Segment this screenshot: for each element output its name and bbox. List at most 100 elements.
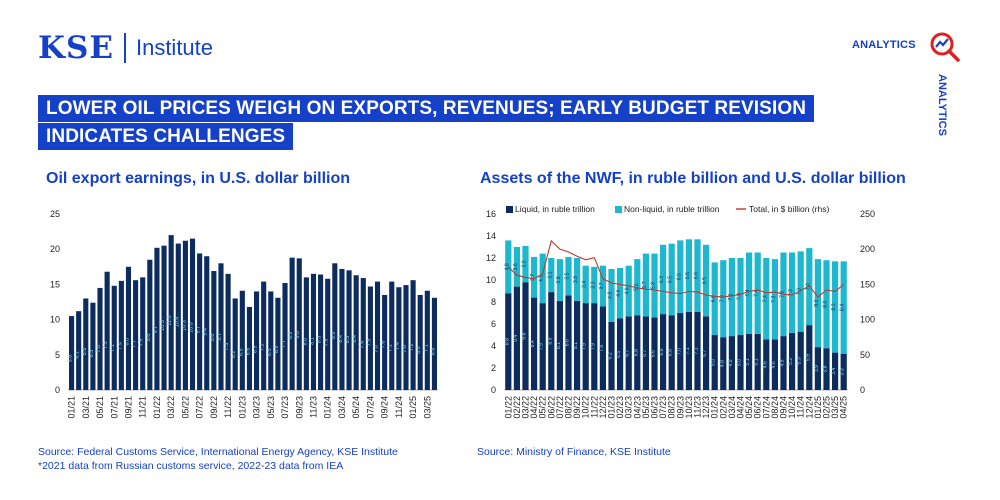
liquid-value-label: 6.8 bbox=[668, 349, 674, 356]
bar-value-label: 8.9 bbox=[331, 332, 337, 340]
legend-liquid-swatch bbox=[506, 206, 513, 213]
liquid-value-label: 6.7 bbox=[642, 349, 648, 356]
liquid-value-label: 6.5 bbox=[616, 351, 622, 358]
left-chart-title: Oil export earnings, in U.S. dollar bill… bbox=[46, 170, 351, 187]
left-data-note: *2021 data from Russian customs service,… bbox=[38, 460, 344, 472]
nonliquid-value-label: 7.4 bbox=[754, 289, 760, 296]
bar-value-label: 8.4 bbox=[338, 335, 344, 343]
logo-divider bbox=[123, 33, 126, 63]
nonliquid-bar-05/24 bbox=[746, 252, 753, 334]
x-tick-label: 03/25 bbox=[422, 396, 432, 419]
liquid-value-label: 6.7 bbox=[625, 349, 631, 356]
bar-value-label: 6.8 bbox=[416, 346, 422, 354]
bar-07/23 bbox=[282, 282, 288, 390]
bar-value-label: 6.6 bbox=[245, 348, 251, 356]
liquid-value-label: 4.9 bbox=[780, 359, 786, 366]
liquid-value-label: 6.2 bbox=[608, 352, 614, 359]
nonliquid-value-label: 3.4 bbox=[582, 281, 588, 288]
bar-value-label: 7.0 bbox=[96, 345, 102, 353]
nonliquid-bar-04/22 bbox=[531, 256, 538, 298]
nonliquid-value-label: 3.6 bbox=[513, 263, 519, 270]
bar-10/22 bbox=[218, 263, 224, 390]
bar-value-label: 8.4 bbox=[352, 335, 358, 343]
bar-value-label: 6.3 bbox=[89, 350, 95, 358]
bar-09/24 bbox=[382, 294, 388, 390]
bar-value-label: 10.0 bbox=[189, 322, 195, 333]
nonliquid-bar-02/24 bbox=[720, 260, 727, 338]
nonliquid-bar-03/23 bbox=[625, 265, 632, 317]
liquid-bar-08/23 bbox=[668, 315, 675, 390]
bar-03/24 bbox=[339, 268, 345, 390]
bar-value-label: 10.3 bbox=[160, 320, 166, 331]
nonliquid-value-label: 3.7 bbox=[530, 274, 536, 281]
nonliquid-value-label: 6.6 bbox=[711, 295, 717, 302]
bar-value-label: 7.0 bbox=[402, 345, 408, 353]
bar-value-label: 6.9 bbox=[274, 346, 280, 354]
nonliquid-value-label: 6.6 bbox=[694, 272, 700, 279]
liquid-bar-08/24 bbox=[771, 339, 778, 390]
bar-value-label: 7.1 bbox=[110, 344, 116, 352]
bar-value-label: 7.4 bbox=[117, 342, 123, 350]
bar-05/21 bbox=[97, 287, 103, 390]
y-tick-label: 12 bbox=[486, 253, 496, 263]
x-tick-label: 05/22 bbox=[180, 396, 190, 419]
bar-value-label: 8.3 bbox=[317, 336, 323, 344]
bar-08/23 bbox=[289, 257, 295, 390]
bar-06/24 bbox=[360, 278, 366, 390]
y-tick-label: 15 bbox=[50, 279, 60, 289]
nonliquid-bar-02/23 bbox=[617, 267, 624, 319]
liquid-bar-04/25 bbox=[840, 353, 847, 390]
bar-value-label: 10.3 bbox=[181, 320, 187, 331]
liquid-value-label: 3.4 bbox=[831, 368, 837, 375]
liquid-bar-05/24 bbox=[746, 333, 753, 390]
x-tick-label: 11/24 bbox=[394, 396, 404, 418]
bar-value-label: 8.0 bbox=[124, 338, 130, 346]
x-tick-label: 03/22 bbox=[166, 396, 176, 419]
liquid-bar-11/24 bbox=[797, 331, 804, 390]
bar-value-label: 7.9 bbox=[139, 339, 145, 347]
x-tick-label: 11/21 bbox=[138, 396, 148, 418]
liquid-bar-07/22 bbox=[556, 300, 563, 390]
bar-01/22 bbox=[154, 247, 160, 390]
bar-value-label: 9.7 bbox=[196, 326, 202, 334]
nonliquid-bar-01/24 bbox=[711, 262, 718, 335]
bar-value-label: 7.5 bbox=[103, 341, 109, 349]
liquid-bar-02/25 bbox=[823, 348, 830, 390]
bar-09/23 bbox=[296, 258, 302, 390]
x-tick-label: 11/23 bbox=[308, 396, 318, 418]
liquid-value-label: 6.6 bbox=[651, 350, 657, 357]
logo-subtitle: Institute bbox=[135, 35, 214, 60]
liquid-value-label: 5.0 bbox=[737, 359, 743, 366]
nonliquid-value-label: 5.8 bbox=[651, 282, 657, 289]
liquid-bar-02/22 bbox=[513, 286, 520, 390]
nonliquid-bar-03/24 bbox=[728, 258, 735, 337]
nonliquid-value-label: 4.5 bbox=[539, 275, 545, 282]
bar-04/24 bbox=[346, 270, 352, 390]
nonliquid-value-label: 7.3 bbox=[771, 296, 777, 303]
bar-value-label: 7.2 bbox=[260, 343, 266, 351]
y-right-tick-label: 50 bbox=[860, 350, 870, 360]
x-tick-label: 06/24 bbox=[753, 396, 763, 419]
bar-03/22 bbox=[168, 235, 174, 390]
nonliquid-value-label: 4.6 bbox=[616, 289, 622, 296]
bar-11/22 bbox=[225, 273, 231, 390]
x-tick-label: 03/25 bbox=[830, 396, 840, 419]
x-tick-label: 09/23 bbox=[675, 396, 685, 419]
bar-12/24 bbox=[403, 285, 409, 390]
analytics-magnifier-icon bbox=[930, 32, 960, 62]
nonliquid-value-label: 7.3 bbox=[788, 289, 794, 296]
nonliquid-bar-08/22 bbox=[565, 256, 572, 296]
nonliquid-bar-04/23 bbox=[634, 259, 641, 316]
bar-03/25 bbox=[424, 290, 430, 390]
bar-value-label: 6.5 bbox=[267, 348, 273, 356]
x-tick-label: 09/23 bbox=[294, 396, 304, 419]
liquid-bar-04/24 bbox=[737, 335, 744, 390]
legend-total-label: Total, in $ billion (rhs) bbox=[749, 204, 829, 214]
x-tick-label: 09/21 bbox=[123, 396, 133, 419]
liquid-bar-11/23 bbox=[694, 311, 701, 390]
nonliquid-bar-12/22 bbox=[599, 265, 606, 307]
x-tick-label: 07/24 bbox=[761, 396, 771, 419]
nonliquid-bar-04/25 bbox=[840, 261, 847, 354]
bar-01/21 bbox=[68, 316, 75, 390]
nonliquid-value-label: 4.8 bbox=[608, 292, 614, 299]
